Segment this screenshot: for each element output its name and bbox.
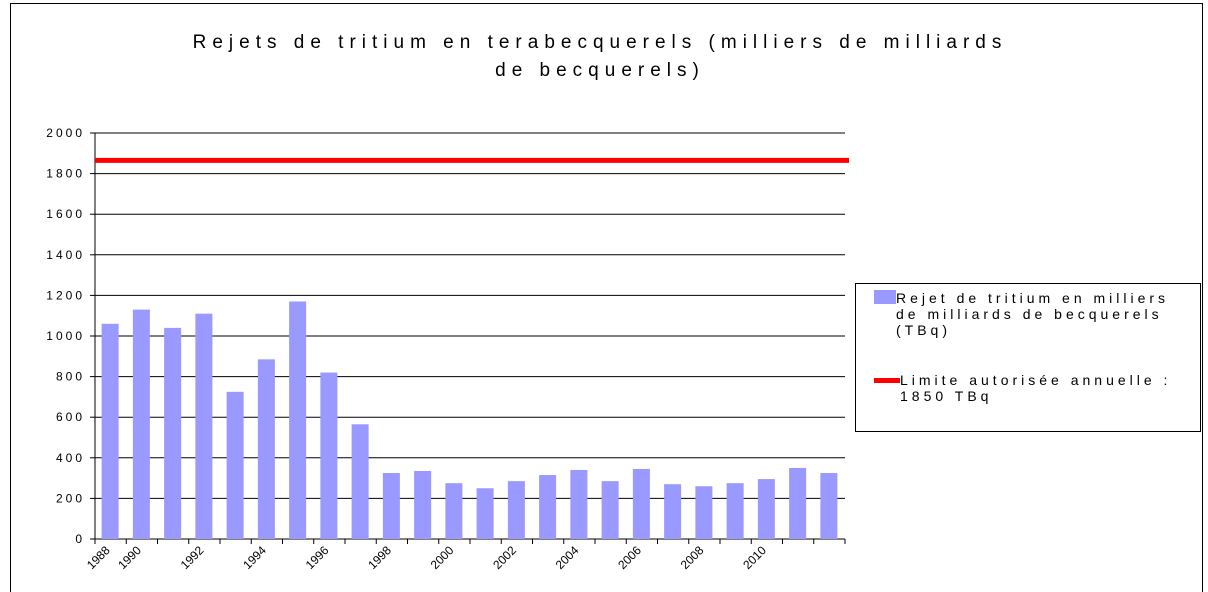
- bar: [570, 469, 588, 539]
- x-tick-label: 2004: [553, 543, 582, 572]
- bar: [164, 327, 182, 539]
- y-tick-label: 1800: [46, 167, 85, 181]
- x-tick-label: 1992: [178, 543, 207, 572]
- bar: [664, 484, 682, 539]
- bar: [414, 470, 432, 539]
- y-tick-label: 400: [56, 451, 85, 465]
- y-tick-label: 200: [56, 491, 85, 505]
- chart-title: de becquerels): [495, 60, 705, 81]
- bar: [726, 483, 744, 539]
- bar: [445, 483, 463, 539]
- x-tick-label: 1990: [115, 543, 144, 572]
- bar: [195, 313, 213, 539]
- bar: [320, 372, 338, 539]
- y-tick-label: 2000: [46, 126, 85, 140]
- legend-item: Limite autorisée annuelle : 1850 TBq: [874, 372, 1200, 404]
- bar: [757, 479, 775, 539]
- bar: [632, 468, 650, 539]
- bar: [289, 301, 307, 539]
- bar: [820, 473, 838, 539]
- y-tick-label: 1600: [46, 207, 85, 221]
- bar: [789, 467, 807, 539]
- y-tick-label: 800: [56, 370, 85, 384]
- x-tick-label: 2000: [428, 543, 457, 572]
- legend-swatch: [874, 378, 900, 383]
- bar: [226, 391, 244, 539]
- x-tick-label: 2008: [678, 543, 707, 572]
- bar: [601, 481, 619, 539]
- legend-label: Limite autorisée annuelle : 1850 TBq: [900, 372, 1172, 404]
- x-tick-label: 1998: [365, 543, 394, 572]
- bar: [695, 486, 713, 539]
- bar: [382, 473, 400, 539]
- bar: [351, 424, 369, 539]
- x-tick-label: 2010: [740, 543, 769, 572]
- y-tick-label: 1200: [46, 288, 85, 302]
- chart-border: [10, 3, 1203, 592]
- bar: [476, 488, 494, 539]
- bar: [507, 481, 525, 539]
- bar: [132, 309, 150, 539]
- x-tick-label: 2006: [615, 543, 644, 572]
- bar: [539, 475, 557, 539]
- legend: Rejet de tritium en milliers de milliard…: [855, 283, 1201, 432]
- y-tick-label: 0: [75, 532, 85, 546]
- y-tick-label: 1000: [46, 329, 85, 343]
- y-tick-label: 1400: [46, 248, 85, 262]
- x-tick-label: 1988: [84, 543, 113, 572]
- bar: [101, 323, 119, 539]
- x-tick-label: 2002: [490, 543, 519, 572]
- x-tick-label: 1994: [240, 543, 269, 572]
- x-tick-label: 1996: [303, 543, 332, 572]
- bar: [257, 359, 275, 539]
- y-tick-label: 600: [56, 410, 85, 424]
- legend-swatch: [874, 290, 896, 304]
- legend-label: Rejet de tritium en milliers de milliard…: [896, 290, 1170, 338]
- chart-title: Rejets de tritium en terabecquerels (mil…: [192, 32, 1008, 53]
- legend-item: Rejet de tritium en milliers de milliard…: [874, 290, 1196, 338]
